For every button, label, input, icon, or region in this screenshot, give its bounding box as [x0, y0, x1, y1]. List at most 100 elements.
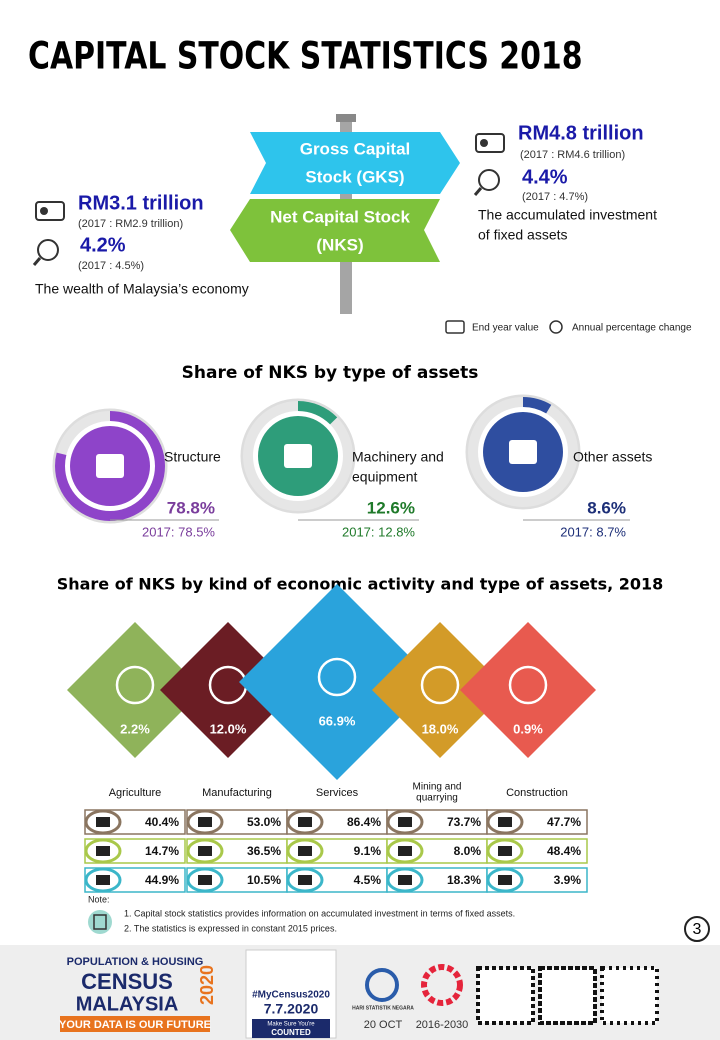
cell-icon-glyph [298, 846, 312, 856]
note: Note: 1. Capital stock statistics provid… [88, 894, 515, 934]
title: CAPITAL STOCK STATISTICS 2018 [28, 34, 583, 77]
activity-name: Agriculture [109, 787, 162, 799]
cell-value: 3.9% [554, 873, 582, 887]
donut-arc [468, 397, 578, 507]
section-title: Share of NKS by kind of economic activit… [57, 575, 664, 594]
census-date: 7.7.2020 [264, 1001, 319, 1017]
counted: COUNTED [271, 1028, 311, 1037]
hashtag: #MyCensus2020 [252, 990, 330, 1001]
activity-diamond [239, 584, 435, 780]
gks-sign-text: Stock (GKS) [305, 167, 404, 186]
activity-share: 12.0% [210, 721, 247, 736]
note-title: Note: [88, 894, 110, 904]
asset-name: Machinery and [352, 449, 444, 465]
asset-icon [284, 444, 312, 468]
gks-value-2017: (2017 : RM4.6 trillion) [520, 149, 625, 161]
stat-day-logo [365, 968, 399, 1002]
cell-value: 9.1% [354, 844, 382, 858]
legend-label: End year value [472, 323, 539, 334]
asset-prev: 2017: 8.7% [560, 524, 626, 539]
counted: Make Sure You're [267, 1022, 315, 1028]
activity-name: Mining and [413, 782, 462, 793]
note-icon [88, 910, 112, 934]
activity-name: Manufacturing [202, 787, 272, 799]
legend-icon [549, 320, 563, 334]
activity-diamond [160, 622, 296, 758]
slogan: YOUR DATA IS OUR FUTURE [59, 1019, 211, 1031]
note-icon [93, 914, 107, 930]
change-icon [32, 239, 59, 266]
cell-value: 14.7% [145, 844, 179, 858]
legend-label: Annual percentage change [572, 323, 692, 334]
asset-prev: 2017: 78.5% [142, 524, 215, 539]
page-number-circle [684, 916, 710, 942]
cell-value: 73.7% [447, 815, 481, 829]
stat-date: 20 OCT [364, 1019, 403, 1031]
nks-change-2017: (2017 : 4.5%) [78, 260, 144, 272]
money-icon [35, 201, 65, 221]
sdg-logo [421, 964, 463, 1006]
activity-share: 0.9% [513, 721, 543, 736]
activity-diamond [372, 622, 508, 758]
cell-icon-glyph [298, 817, 312, 827]
cell-value: 36.5% [247, 844, 281, 858]
cell-value: 4.5% [354, 873, 382, 887]
asset-name: Other assets [573, 449, 652, 465]
counted-bg [252, 1019, 330, 1038]
gks-description: The accumulated investment [478, 207, 657, 223]
activity-name: quarrying [416, 793, 458, 804]
asset-share: 78.8% [167, 498, 215, 517]
nks-value: RM3.1 trillion [78, 192, 204, 214]
cell-icon-glyph [198, 817, 212, 827]
nks-value-2017: (2017 : RM2.9 trillion) [78, 218, 183, 230]
cell-icon-glyph [498, 817, 512, 827]
cell-icon-glyph [398, 846, 412, 856]
cell-value: 8.0% [454, 844, 482, 858]
slogan-bg [60, 1016, 210, 1032]
gks-description: of fixed assets [478, 227, 568, 243]
cell-icon-glyph [398, 875, 412, 885]
asset-prev: 2017: 12.8% [342, 524, 415, 539]
section-title: Share of NKS by type of assets [182, 363, 479, 383]
cell-icon-glyph [198, 875, 212, 885]
cell-icon-glyph [498, 875, 512, 885]
asset-name: equipment [352, 469, 417, 485]
cell-value: 53.0% [247, 815, 281, 829]
donut-arc [243, 401, 353, 511]
cell-value: 18.3% [447, 873, 481, 887]
change-icon [473, 169, 500, 196]
activity-name: Services [316, 787, 359, 799]
activity-icon [317, 657, 357, 697]
activity-share: 66.9% [319, 713, 356, 728]
gks-change-2017: (2017 : 4.7%) [522, 191, 588, 203]
sdg-years: 2016-2030 [416, 1019, 469, 1031]
cell-icon-glyph [96, 817, 110, 827]
qr-codes [476, 966, 659, 1025]
cell-value: 40.4% [145, 815, 179, 829]
activity-share: 2.2% [120, 721, 150, 736]
cell-icon-glyph [498, 846, 512, 856]
money-icon [475, 133, 505, 153]
asset-icon [96, 454, 124, 478]
census-main: CENSUS [81, 969, 173, 994]
cell-icon-glyph [96, 875, 110, 885]
page-number: 3 [693, 921, 702, 938]
cell-icon-glyph [198, 846, 212, 856]
activity-icon [508, 665, 548, 705]
nks-sign [230, 199, 440, 262]
cell-value: 44.9% [145, 873, 179, 887]
donut-arc [55, 411, 165, 521]
asset-share: 8.6% [587, 498, 626, 517]
note-item: 2. The statistics is expressed in consta… [124, 923, 337, 933]
gks-sign [250, 132, 460, 194]
census-year: 2020 [197, 965, 217, 1005]
nks-change: 4.2% [80, 234, 126, 256]
gks-value: RM4.8 trillion [518, 122, 644, 144]
cell-value: 10.5% [247, 873, 281, 887]
stat-day: HARI STATISTIK NEGARA [352, 1005, 414, 1011]
census-main: MALAYSIA [76, 993, 179, 1015]
gks-sign-text: Gross Capital [300, 139, 411, 158]
nks-description: The wealth of Malaysia’s economy [35, 281, 249, 297]
activity-name: Construction [506, 787, 568, 799]
